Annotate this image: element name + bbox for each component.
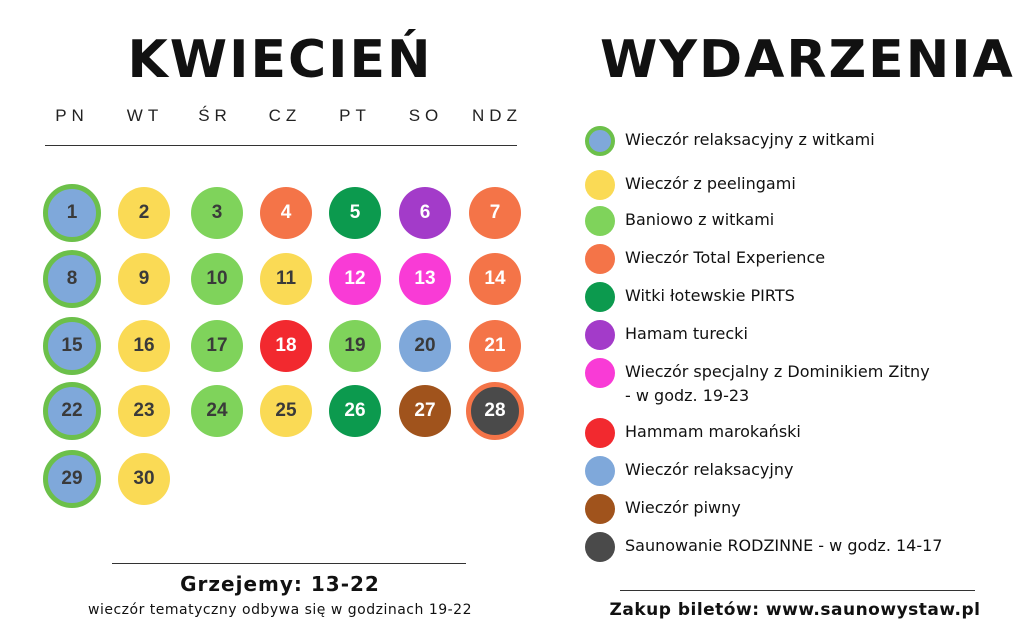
legend-color-dot	[585, 418, 615, 448]
calendar-day-21: 21	[469, 320, 521, 372]
legend-color-dot	[585, 456, 615, 486]
calendar-day-19: 19	[329, 320, 381, 372]
weekday-header: PN WT ŚR CZ PT SO NDZ	[30, 106, 530, 130]
tickets-link[interactable]: Zakup biletów: www.saunowystaw.pl	[609, 600, 981, 620]
legend-label: Hamam turecki	[625, 324, 748, 343]
legend-label: Wieczór piwny	[625, 498, 741, 517]
legend-label: Saunowanie RODZINNE - w godz. 14-17	[625, 536, 943, 555]
calendar-day-4: 4	[260, 187, 312, 239]
calendar-day-12: 12	[329, 253, 381, 305]
legend-color-dot	[585, 282, 615, 312]
calendar-day-13: 13	[399, 253, 451, 305]
legend-label: Hammam marokański	[625, 422, 801, 441]
legend-color-dot	[585, 320, 615, 350]
weekday-label: WT	[126, 106, 164, 125]
calendar-day-24: 24	[191, 385, 243, 437]
calendar-day-17: 17	[191, 320, 243, 372]
weekday-label: SO	[408, 106, 444, 125]
calendar-day-26: 26	[329, 385, 381, 437]
themed-evening-note: wieczór tematyczny odbywa się w godzinac…	[88, 602, 472, 618]
legend-color-dot	[585, 358, 615, 388]
calendar-day-23: 23	[118, 385, 170, 437]
calendar-day-14: 14	[469, 253, 521, 305]
footer-divider-right	[620, 590, 975, 591]
calendar-day-28: 28	[466, 382, 524, 440]
legend-color-dot	[585, 206, 615, 236]
legend-color-dot	[585, 532, 615, 562]
weekday-label: PN	[55, 106, 89, 125]
legend-color-dot	[585, 170, 615, 200]
legend-label: Wieczór z peelingami	[625, 174, 796, 193]
calendar-day-30: 30	[118, 453, 170, 505]
calendar-day-29: 29	[43, 450, 101, 508]
calendar-day-5: 5	[329, 187, 381, 239]
events-title: WYDARZENIA	[600, 30, 1015, 90]
calendar-day-2: 2	[118, 187, 170, 239]
weekday-divider	[45, 145, 517, 146]
calendar-day-3: 3	[191, 187, 243, 239]
calendar-day-18: 18	[260, 320, 312, 372]
legend-label: Wieczór specjalny z Dominikiem Zitny	[625, 362, 930, 381]
legend-label: Wieczór relaksacyjny z witkami	[625, 130, 875, 149]
calendar-day-11: 11	[260, 253, 312, 305]
month-title: KWIECIEŃ	[127, 30, 433, 90]
legend-color-dot	[585, 244, 615, 274]
calendar-day-25: 25	[260, 385, 312, 437]
legend-color-dot	[585, 126, 615, 156]
legend-color-dot	[585, 494, 615, 524]
weekday-label: ŚR	[198, 106, 232, 125]
weekday-label: NDZ	[472, 106, 522, 125]
weekday-label: PT	[339, 106, 371, 125]
calendar-day-22: 22	[43, 382, 101, 440]
legend-label: Wieczór relaksacyjny	[625, 460, 794, 479]
calendar-day-27: 27	[399, 385, 451, 437]
calendar-day-6: 6	[399, 187, 451, 239]
legend-label: Baniowo z witkami	[625, 210, 775, 229]
legend-label-line2: - w godz. 19-23	[625, 386, 750, 405]
legend-label: Wieczór Total Experience	[625, 248, 826, 267]
calendar-day-20: 20	[399, 320, 451, 372]
calendar-day-15: 15	[43, 317, 101, 375]
legend-label: Witki łotewskie PIRTS	[625, 286, 795, 305]
calendar-day-9: 9	[118, 253, 170, 305]
calendar-day-10: 10	[191, 253, 243, 305]
calendar-day-1: 1	[43, 184, 101, 242]
heating-hours: Grzejemy: 13-22	[180, 572, 380, 596]
calendar-day-16: 16	[118, 320, 170, 372]
footer-divider-left	[112, 563, 466, 564]
weekday-label: CZ	[268, 106, 302, 125]
calendar-day-7: 7	[469, 187, 521, 239]
calendar-day-8: 8	[43, 250, 101, 308]
